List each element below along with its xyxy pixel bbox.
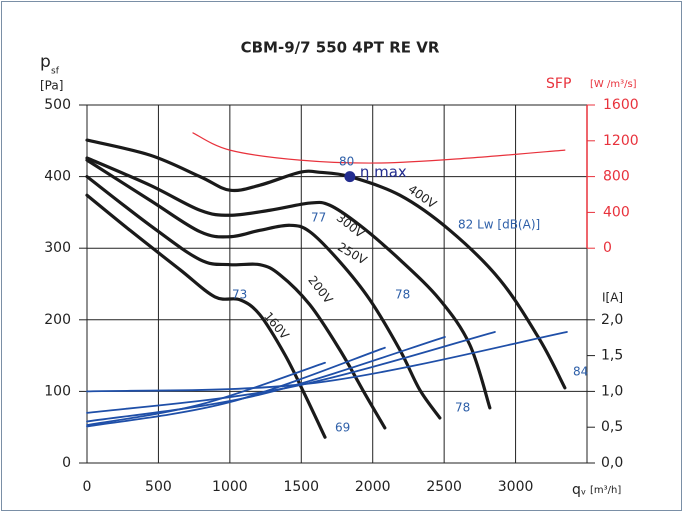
- y-unit: [Pa]: [40, 79, 63, 93]
- annotation: 69: [335, 421, 350, 435]
- annotation: 73: [232, 288, 247, 302]
- y3-label: I[A]: [602, 291, 623, 305]
- x-tick-label: 0: [83, 479, 92, 495]
- x-tick-label: 2000: [355, 479, 391, 495]
- y-tick-label: 200: [44, 312, 71, 328]
- y-tick-label: 100: [44, 383, 71, 399]
- y-label-sub: sf: [51, 67, 60, 77]
- x-tick-label: 2500: [426, 479, 462, 495]
- annotation: 77: [311, 211, 326, 225]
- series-line: [86, 331, 496, 414]
- y-tick-label: 500: [44, 97, 71, 113]
- annotation: 80: [339, 155, 354, 169]
- series-line: [85, 138, 567, 390]
- annotation: 84: [573, 365, 588, 379]
- eta-max-point: [344, 171, 356, 183]
- y2-tick-label: 1600: [603, 97, 639, 113]
- x-tick-label: 3000: [498, 479, 534, 495]
- x-tick-label: 1500: [283, 479, 319, 495]
- y3-tick-label: 0,0: [601, 455, 623, 471]
- y2-tick-label: 1200: [603, 133, 639, 149]
- series-line: [86, 336, 446, 423]
- y2-unit: [W /m³/s]: [590, 79, 637, 90]
- eta-max-label: η max: [360, 163, 407, 181]
- y2-tick-label: 800: [603, 169, 630, 185]
- y3-tick-label: 2,0: [601, 312, 623, 328]
- y3-tick-label: 0,5: [601, 419, 623, 435]
- series-line: [85, 158, 442, 420]
- y-label: p: [40, 52, 51, 72]
- x-label: q: [572, 482, 581, 498]
- x-tick-label: 1000: [212, 479, 248, 495]
- x-unit: [m³/h]: [590, 485, 621, 496]
- series-line: [192, 132, 566, 164]
- y-tick-label: 400: [44, 169, 71, 185]
- x-tick-label: 500: [145, 479, 172, 495]
- series-line: [86, 346, 386, 428]
- annotation: 78: [395, 288, 410, 302]
- series-line: [86, 331, 568, 393]
- y-tick-label: 0: [62, 455, 71, 471]
- chart-title: CBM-9/7 550 4PT RE VR: [241, 39, 440, 57]
- series-line: [86, 361, 326, 426]
- annotation: 78: [455, 401, 470, 415]
- y2-tick-label: 400: [603, 204, 630, 220]
- y3-tick-label: 1,0: [601, 383, 623, 399]
- x-label-sub: v: [581, 488, 586, 497]
- y-tick-label: 300: [44, 240, 71, 256]
- y3-tick-label: 1,5: [601, 348, 623, 364]
- y2-label: SFP: [546, 76, 571, 92]
- series-line: [85, 156, 492, 410]
- y2-tick-label: 0: [603, 240, 612, 256]
- annotation: 82 Lw [dB(A)]: [458, 218, 540, 232]
